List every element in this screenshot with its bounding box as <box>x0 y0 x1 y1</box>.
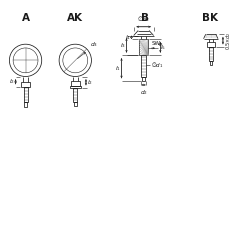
Text: BK: BK <box>202 13 218 23</box>
Bar <box>210 60 212 64</box>
Bar <box>24 102 27 107</box>
Bar <box>24 87 28 102</box>
Bar <box>139 39 148 56</box>
Text: $d_2$: $d_2$ <box>140 88 147 97</box>
Text: AK: AK <box>67 13 83 23</box>
Text: $l_5$: $l_5$ <box>160 43 166 52</box>
Text: $d_3$: $d_3$ <box>90 40 98 49</box>
Text: $l_1$: $l_1$ <box>115 64 120 73</box>
Bar <box>21 82 30 87</box>
Text: $\varnothing d_1$: $\varnothing d_1$ <box>151 60 163 70</box>
Text: $\varnothing d_3$: $\varnothing d_3$ <box>137 14 150 24</box>
Bar <box>73 88 77 102</box>
Text: e: e <box>159 42 162 47</box>
Text: $0.5{\times}d_2$: $0.5{\times}d_2$ <box>224 31 233 50</box>
Text: $l_2$: $l_2$ <box>87 78 93 87</box>
Bar <box>209 47 212 60</box>
Bar <box>142 56 146 76</box>
Text: $l_3$: $l_3$ <box>120 41 126 50</box>
Text: A: A <box>22 13 30 23</box>
Text: SW: SW <box>151 41 160 46</box>
Bar <box>142 76 145 81</box>
Text: B: B <box>141 13 149 23</box>
Bar <box>74 102 77 106</box>
Bar <box>70 86 81 88</box>
Bar <box>71 81 80 86</box>
Bar <box>206 42 215 47</box>
Text: $l_4$: $l_4$ <box>124 33 130 42</box>
Text: $l_2$: $l_2$ <box>9 77 14 86</box>
